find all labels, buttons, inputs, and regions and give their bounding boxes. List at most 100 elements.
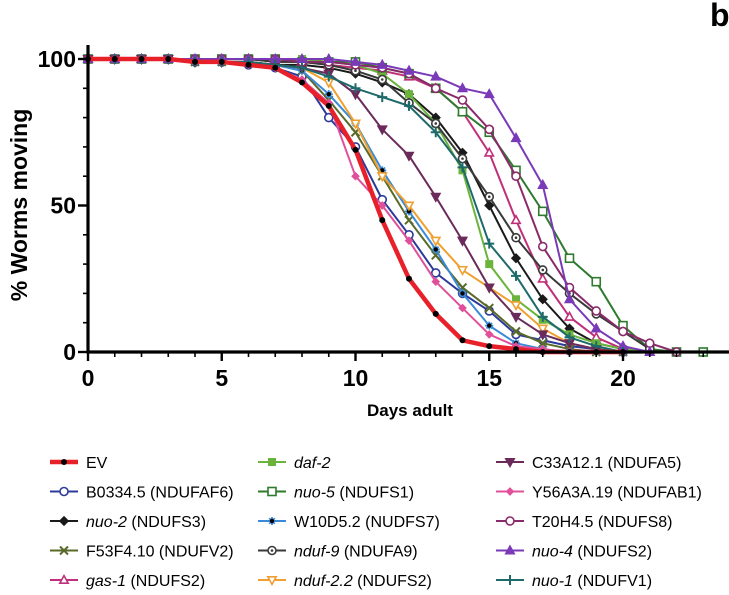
data-point — [324, 90, 333, 99]
data-point — [405, 90, 413, 99]
data-point — [459, 337, 466, 344]
legend-entry: nuo-2 (NDUFS3) — [50, 514, 206, 531]
data-point — [378, 166, 387, 175]
data-point — [323, 52, 335, 64]
series-nduf-2-2-ndufs2 — [82, 54, 629, 359]
data-point — [510, 301, 522, 312]
series-nuo-2-ndufs3 — [82, 53, 655, 358]
data-point — [430, 192, 442, 203]
legend-entry: nduf-2.2 (NDUFS2) — [258, 573, 432, 590]
data-point — [591, 276, 602, 287]
data-point — [537, 272, 549, 283]
data-point — [377, 201, 387, 210]
data-point — [512, 295, 520, 304]
data-point — [510, 312, 522, 323]
legend-label: B0334.5 (NDUFAF6) — [86, 485, 234, 502]
series-line — [87, 58, 651, 353]
legend-marker — [505, 487, 515, 496]
data-point — [325, 102, 332, 109]
series-c33a12-1-ndufa5 — [82, 54, 629, 359]
data-point — [404, 236, 414, 245]
data-point — [483, 146, 495, 157]
data-point — [457, 95, 468, 105]
data-point — [349, 55, 362, 66]
series-nduf-9-ndufa9 — [83, 54, 655, 354]
series-line — [87, 58, 624, 353]
data-point — [458, 289, 467, 298]
series-line — [87, 58, 624, 353]
series-line — [87, 58, 651, 351]
data-point — [618, 326, 628, 337]
data-point — [510, 214, 522, 225]
data-point — [377, 92, 388, 103]
legend-entry: B0334.5 (NDUFAF6) — [50, 485, 234, 502]
data-point — [537, 241, 548, 252]
series-line — [87, 58, 705, 353]
legend-label: nuo-2 (NDUFS3) — [86, 514, 206, 531]
y-tick-label: 50 — [50, 193, 76, 219]
legend-marker — [504, 457, 516, 469]
data-point — [485, 260, 494, 269]
series-y56a3a-19-ndufab1 — [83, 54, 628, 357]
legend-marker — [58, 573, 70, 585]
data-point — [456, 236, 469, 247]
data-point — [379, 217, 386, 224]
series-line — [87, 58, 624, 353]
legend-marker — [505, 516, 515, 526]
data-point — [537, 265, 548, 275]
data-point — [563, 293, 576, 304]
data-point — [537, 330, 549, 341]
data-point — [323, 71, 334, 82]
data-point — [430, 118, 441, 129]
legend-marker — [61, 459, 67, 465]
data-point — [403, 151, 415, 162]
data-point — [272, 64, 279, 71]
data-point — [376, 125, 388, 136]
legend-marker — [59, 545, 69, 556]
data-point — [192, 58, 198, 65]
data-point — [486, 343, 493, 350]
data-point — [564, 332, 575, 343]
data-point — [377, 74, 388, 85]
data-point — [484, 191, 495, 202]
data-point — [483, 88, 495, 99]
data-point — [537, 206, 548, 217]
legend-marker — [504, 544, 516, 555]
data-point — [591, 306, 602, 316]
legend-label: gas-1 (NDUFS2) — [86, 573, 205, 590]
x-tick-label: 10 — [343, 365, 369, 391]
legend-label: EV — [86, 455, 108, 472]
data-point — [376, 172, 388, 183]
data-point — [485, 321, 494, 330]
x-axis-title: Days adult — [367, 401, 453, 420]
data-point — [537, 324, 549, 335]
data-point — [218, 58, 225, 65]
data-point — [430, 70, 442, 81]
legend-entry: EV — [50, 455, 108, 472]
data-point — [484, 330, 494, 339]
legend-marker — [267, 545, 277, 556]
data-point — [457, 162, 468, 173]
legend-entry: F53F4.10 (NDUFV2) — [50, 544, 234, 561]
legend-label: C33A12.1 (NDUFA5) — [532, 455, 681, 472]
legend-marker — [59, 486, 69, 497]
legend-entry: gas-1 (NDUFS2) — [50, 573, 205, 590]
data-point — [537, 178, 549, 189]
series-line — [87, 58, 624, 353]
legend: EV B0334.5 (NDUFAF6) nuo-2 (NDUFS3) F53F4.1… — [50, 455, 702, 590]
data-point — [245, 61, 252, 68]
data-point — [537, 311, 548, 322]
data-point — [484, 200, 495, 211]
data-point — [456, 82, 469, 93]
legend-label: daf-2 — [294, 455, 331, 472]
data-point — [403, 64, 415, 75]
data-point — [483, 283, 495, 294]
data-point — [406, 275, 412, 282]
y-tick-label: 100 — [38, 46, 76, 72]
legend-entry: daf-2 — [258, 455, 331, 472]
data-point — [511, 326, 521, 337]
legend-label: nduf-2.2 (NDUFS2) — [294, 573, 432, 590]
data-point — [297, 62, 307, 73]
data-point — [431, 245, 440, 254]
